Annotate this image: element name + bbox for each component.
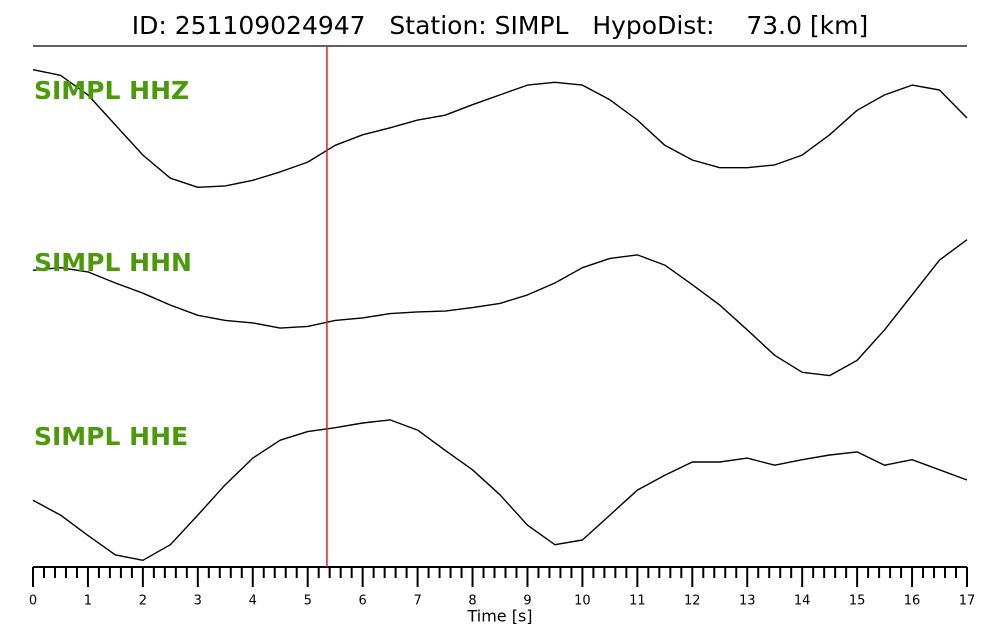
- x-tick-label: 8: [468, 594, 476, 609]
- x-tick-label: 3: [194, 594, 202, 609]
- trace-label: SIMPL HHZ: [34, 76, 189, 105]
- x-tick-label: 7: [413, 594, 421, 609]
- x-tick-label: 10: [574, 594, 591, 609]
- trace-label: SIMPL HHE: [34, 422, 188, 451]
- x-tick-label: 1: [84, 594, 92, 609]
- x-tick-label: 9: [523, 594, 531, 609]
- x-tick-label: 2: [139, 594, 147, 609]
- x-tick-label: 12: [684, 594, 701, 609]
- x-tick-label: 15: [849, 594, 866, 609]
- trace: [32, 69, 968, 188]
- x-tick-label: 11: [629, 594, 646, 609]
- x-tick-label: 17: [959, 594, 976, 609]
- trace-label: SIMPL HHN: [34, 248, 192, 277]
- chart-title: ID: 251109024947 Station: SIMPL HypoDist…: [132, 11, 869, 40]
- x-tick-label: 16: [904, 594, 921, 609]
- x-tick-label: 0: [29, 594, 37, 609]
- trace: [32, 239, 968, 377]
- trace: [32, 419, 968, 561]
- x-axis-label: Time [s]: [466, 607, 532, 626]
- x-tick-label: 6: [359, 594, 367, 609]
- x-tick-label: 14: [794, 594, 811, 609]
- x-tick-label: 13: [739, 594, 756, 609]
- x-tick-label: 4: [249, 594, 257, 609]
- x-tick-label: 5: [304, 594, 312, 609]
